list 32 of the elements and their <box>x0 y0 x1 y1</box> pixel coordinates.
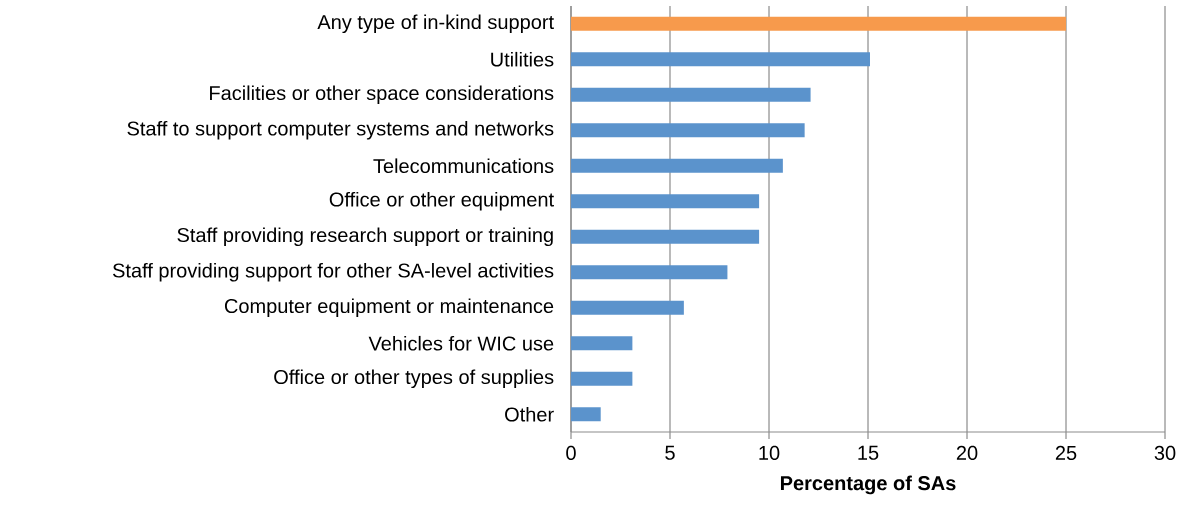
x-tick-label: 20 <box>956 445 978 461</box>
x-tick-label: 25 <box>1055 445 1077 461</box>
y-tick-label: Office or other types of supplies <box>274 369 554 389</box>
y-tick-label: Staff providing support for other SA-level activities <box>112 262 554 282</box>
bar <box>571 407 601 422</box>
bar <box>571 52 870 67</box>
x-tick-label: 10 <box>759 445 780 461</box>
y-tick-label: Office or other equipment <box>329 191 554 211</box>
x-tick-label: 5 <box>665 445 675 460</box>
y-tick-label: Staff providing research support or training <box>177 227 553 247</box>
bar <box>571 123 805 138</box>
x-axis-title: Percentage of SAs <box>780 475 956 495</box>
y-tick-label: Utilities <box>491 51 554 67</box>
bar <box>571 229 760 244</box>
y-tick-label: Any type of in-kind support <box>317 14 554 34</box>
bar <box>571 371 633 386</box>
bar <box>571 300 684 315</box>
bar <box>571 194 760 209</box>
y-tick-label: Other <box>505 406 554 422</box>
bar <box>571 336 633 351</box>
bar <box>571 265 728 280</box>
bar <box>571 158 783 173</box>
y-tick-label: Computer equipment or maintenance <box>224 298 554 318</box>
y-tick-label: Facilities or other space considerations <box>210 85 554 105</box>
y-tick-label: Telecommunications <box>373 158 554 174</box>
y-tick-label: Vehicles for WIC use <box>368 335 554 351</box>
y-tick-label: Staff to support computer systems and networks <box>127 120 554 140</box>
x-tick-label: 15 <box>858 445 879 460</box>
x-tick-label: 30 <box>1154 445 1176 461</box>
bar <box>571 87 811 102</box>
bar <box>571 16 1066 31</box>
x-tick-label: 0 <box>566 445 576 461</box>
